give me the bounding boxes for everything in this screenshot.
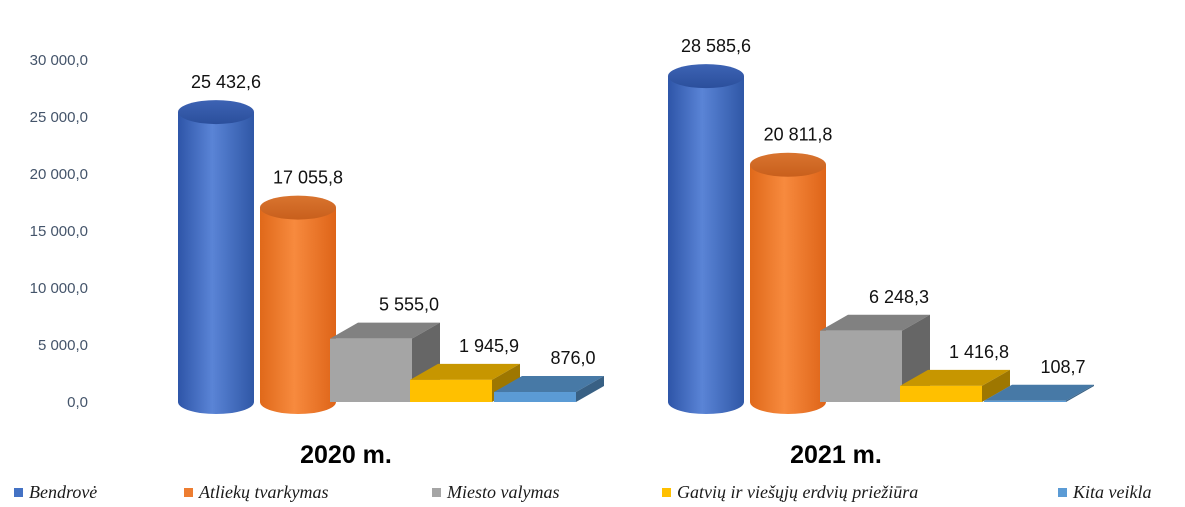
plot-area [178, 64, 1094, 415]
cylinder-body [178, 112, 254, 414]
cylinder-body [260, 207, 336, 414]
box-top [494, 376, 604, 393]
box-face [900, 385, 982, 402]
box-face [330, 338, 412, 402]
y-tick-label: 10 000,0 [30, 280, 88, 297]
cylinder-top [178, 100, 254, 125]
legend-swatch [662, 488, 671, 497]
legend-label: Miesto valymas [447, 482, 560, 502]
legend-label: Atliekų tvarkymas [199, 482, 329, 502]
bar-0-1 [668, 64, 744, 415]
box-face [494, 392, 576, 402]
y-tick-label: 25 000,0 [30, 109, 88, 126]
y-tick-label: 20 000,0 [30, 166, 88, 183]
data-label: 20 811,8 [764, 125, 833, 145]
legend-item: Miesto valymas [432, 482, 559, 503]
legend-label: Gatvių ir viešųjų erdvių priežiūra [677, 482, 919, 502]
box-top [900, 369, 1010, 386]
chart: 0,0 5 000,0 10 000,0 15 000,0 20 000,0 25 000… [30, 36, 1094, 469]
data-label: 5 555,0 [379, 295, 439, 315]
data-label: 1 945,9 [459, 336, 519, 356]
bar-0-0 [178, 100, 254, 414]
y-tick-label: 30 000,0 [30, 52, 88, 69]
bar-4-1 [984, 384, 1094, 402]
cylinder-body [668, 76, 744, 415]
cylinder-top [260, 195, 336, 220]
box-side [1066, 384, 1094, 402]
bar-3-1 [900, 369, 1010, 402]
data-label: 108,7 [1040, 357, 1085, 377]
y-tick-label: 5 000,0 [38, 337, 88, 354]
box-top [410, 363, 520, 380]
cylinder-top [668, 64, 744, 89]
y-tick-label: 0,0 [67, 394, 88, 411]
category-labels: 2020 m. 2021 m. [300, 441, 882, 469]
data-label: 25 432,6 [191, 72, 261, 92]
bar-1-0 [260, 195, 336, 414]
data-label: 1 416,8 [949, 342, 1009, 362]
bar-4-0 [494, 376, 604, 402]
cylinder-body [750, 164, 826, 414]
box-face [984, 400, 1066, 402]
box-top [330, 322, 440, 339]
y-tick-label: 15 000,0 [30, 223, 88, 240]
data-label: 17 055,8 [273, 168, 343, 188]
legend-item: Atliekų tvarkymas [184, 482, 328, 503]
data-label: 876,0 [550, 348, 595, 368]
box-side [982, 369, 1010, 402]
category-label: 2021 m. [790, 441, 882, 469]
legend-label: Kita veikla [1073, 482, 1152, 502]
data-labels: 25 432,6 17 055,8 5 555,0 1 945,9 876,0 28 58… [191, 36, 1086, 377]
box-face [410, 379, 492, 402]
legend-item: Kita veikla [1058, 482, 1151, 503]
legend-swatch [14, 488, 23, 497]
legend-item: Bendrovė [14, 482, 97, 503]
bar-1-1 [750, 152, 826, 414]
cylinder-top [750, 152, 826, 177]
legend-item: Gatvių ir viešųjų erdvių priežiūra [662, 482, 918, 503]
legend-swatch [432, 488, 441, 497]
legend-label: Bendrovė [29, 482, 98, 502]
data-label: 6 248,3 [869, 287, 929, 307]
category-label: 2020 m. [300, 441, 392, 469]
box-face [820, 330, 902, 402]
box-side [576, 376, 604, 402]
legend: Bendrovė Atliekų tvarkymas Miesto valymas G… [14, 482, 1184, 504]
data-label: 28 585,6 [681, 36, 751, 56]
legend-swatch [1058, 488, 1067, 497]
y-axis: 0,0 5 000,0 10 000,0 15 000,0 20 000,0 25 000… [30, 52, 88, 411]
legend-swatch [184, 488, 193, 497]
box-top [820, 314, 930, 331]
box-top [984, 384, 1094, 401]
